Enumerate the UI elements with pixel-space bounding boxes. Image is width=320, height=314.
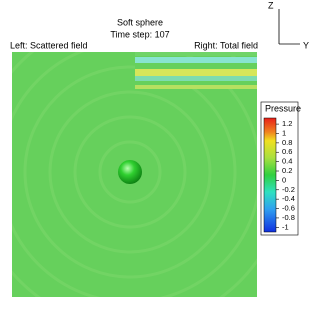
- left-label: Left: Scattered field: [10, 40, 88, 50]
- right-label: Right: Total field: [194, 40, 258, 50]
- colorbar-tick-label: 1.2: [282, 119, 292, 128]
- colorbar-tick-label: -0.8: [282, 213, 295, 222]
- subtitle: Time step: 107: [110, 29, 169, 39]
- sphere: [118, 160, 142, 184]
- colorbar-tick-label: 0.8: [282, 138, 292, 147]
- colorbar-tick-label: 0: [282, 175, 286, 184]
- title: Soft sphere: [117, 17, 163, 27]
- colorbar-tick-label: 0.6: [282, 147, 292, 156]
- colorbar-tick-label: 0.4: [282, 157, 292, 166]
- colorbar-tick-label: 0.2: [282, 166, 292, 175]
- colorbar-title: Pressure: [265, 103, 301, 113]
- axis-y-label: Y: [303, 40, 309, 50]
- colorbar-tick-label: -0.4: [282, 194, 295, 203]
- colorbar-tick-label: -0.6: [282, 204, 295, 213]
- axis-triad: [278, 9, 300, 45]
- colorbar-tick-label: -1: [282, 222, 289, 231]
- colorbar-tick-label: 1: [282, 128, 286, 137]
- plot-area: [12, 52, 257, 297]
- colorbar-tick-label: -0.2: [282, 185, 295, 194]
- colorbar: [263, 117, 277, 233]
- axis-z-label: Z: [268, 0, 274, 10]
